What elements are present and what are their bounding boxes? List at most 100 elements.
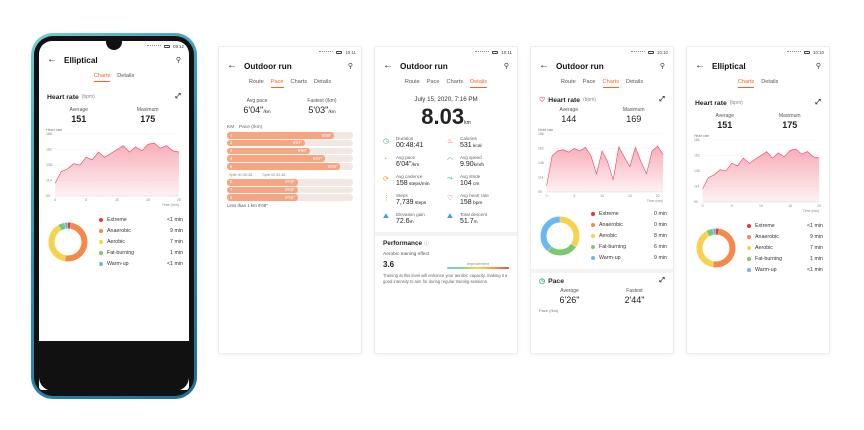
tab-route[interactable]: Route [560, 79, 576, 85]
tab-charts[interactable]: Charts [93, 73, 111, 82]
donut-slice [540, 216, 580, 255]
heart-rate-line [54, 142, 180, 184]
tab-details[interactable]: Details [314, 79, 332, 85]
tab-details[interactable]: Details [626, 79, 644, 85]
pace-axis-label: Pace (/km) [539, 308, 559, 313]
tab-charts[interactable]: Charts [737, 79, 755, 88]
km-pace: 6'09" [321, 132, 332, 138]
share-icon[interactable]: ⚲ [659, 63, 665, 70]
y-tick-label: 90 [694, 200, 698, 204]
zone-value: 9 min [170, 227, 183, 234]
y-tick-label: 90 [46, 194, 50, 198]
zone-color-dot [747, 256, 751, 261]
km-number: 4 [230, 155, 233, 161]
pace-row: 2 5'57" [227, 139, 353, 147]
share-icon[interactable]: ⚲ [815, 63, 821, 70]
zone-name: Aerobic [107, 238, 125, 245]
tab-pace[interactable]: Pace [426, 79, 440, 85]
calories-icon: ♨ [447, 138, 454, 145]
zone-color-dot [99, 261, 103, 266]
improvement-label: Improvement [466, 262, 490, 266]
heart-rate-area [546, 146, 664, 192]
heart-rate-icon: ♡ [447, 195, 454, 202]
detail-unit: kcal [471, 144, 482, 149]
training-effect-gradient [447, 267, 509, 269]
expand-icon[interactable]: ⤢ [815, 99, 821, 106]
phone-device: 09:12 ← Elliptical ⚲ Charts Details Hear… [31, 33, 197, 399]
x-tick-label: 5 [731, 204, 733, 208]
detail-item: ♡ Avg heart rate 158 bpm [447, 193, 511, 206]
phone-chin [39, 341, 189, 391]
zone-value: <1 min [806, 222, 823, 229]
page-title: Elliptical [64, 55, 98, 65]
battery-icon [648, 50, 654, 54]
detail-label: Avg cadence [396, 174, 423, 179]
page-title: Elliptical [712, 61, 746, 71]
y-tick-label: 162 [538, 147, 544, 151]
zone-row: Anaerobic 0 min [591, 219, 667, 230]
status-time: 09:12 [173, 43, 184, 49]
maximum-value: 169 [626, 114, 642, 124]
tab-details[interactable]: Details [761, 79, 779, 85]
tab-charts[interactable]: Charts [290, 79, 308, 85]
pace-bar: 2 5'57" [227, 139, 306, 147]
tab-details[interactable]: Details [470, 79, 488, 88]
average-value: 144 [561, 114, 577, 124]
detail-item: ◠ Avg speed 9.90km/h [447, 155, 511, 168]
maximum-value: 175 [782, 120, 798, 130]
zone-list: Extreme <1 min Anaerobic 9 min Aerobic 7 min F… [99, 214, 183, 269]
zone-donut-chart [48, 222, 88, 261]
signal-icon [319, 50, 334, 54]
heart-rate-section-title: ♡ Heart rate (bpm) ⤢ [531, 90, 673, 104]
share-icon[interactable]: ⚲ [175, 57, 181, 64]
detail-unit: steps [413, 201, 427, 206]
tab-charts[interactable]: Charts [446, 79, 464, 85]
expand-icon[interactable]: ⤢ [659, 96, 665, 103]
x-tick-label: 5 [573, 194, 575, 198]
back-arrow-icon[interactable]: ← [539, 60, 549, 71]
workout-date: July 15, 2020, 7:16 PM [414, 96, 478, 103]
heart-rate-area [702, 149, 820, 202]
zone-row: Aerobic 8 min [591, 230, 667, 241]
distance: 8.03km [375, 104, 517, 130]
back-arrow-icon[interactable]: ← [383, 60, 393, 71]
camera-notch [106, 41, 122, 50]
expand-icon[interactable]: ⤢ [659, 277, 665, 284]
info-icon[interactable]: ⓘ [423, 241, 429, 247]
pace-average-label: Average [560, 288, 579, 294]
tab-pace[interactable]: Pace [270, 79, 284, 88]
phone-screen: 09:12 ← Elliptical ⚲ Charts Details Hear… [39, 41, 189, 390]
tab-charts[interactable]: Charts [602, 79, 620, 88]
elliptical-screen: 10:10 ← Elliptical ⚲ Charts Details Hear… [687, 47, 829, 353]
zone-name: Warm-up [755, 266, 777, 273]
header: ← Elliptical ⚲ [687, 57, 829, 75]
tab-route[interactable]: Route [248, 79, 264, 85]
share-icon[interactable]: ⚲ [347, 63, 353, 70]
tab-bar: Route Pace Charts Details [531, 75, 673, 90]
zone-row: Aerobic 7 min [99, 236, 183, 247]
tab-route[interactable]: Route [404, 79, 420, 85]
pace-row: 3 5'56" [227, 147, 353, 155]
back-arrow-icon[interactable]: ← [47, 54, 57, 65]
zone-row: Aerobic 7 min [747, 242, 823, 253]
tab-details[interactable]: Details [117, 73, 135, 79]
zone-breakdown: Extreme <1 min Anaerobic 9 min Aerobic 7 min F… [39, 208, 189, 269]
zone-name: Aerobic [755, 244, 773, 251]
zone-row: Warm-up <1 min [747, 264, 823, 275]
battery-icon [492, 50, 499, 54]
average-label: Average [559, 107, 578, 113]
zone-name: Fat-burning [107, 249, 135, 256]
duration-icon: ◷ [383, 138, 390, 145]
tab-pace[interactable]: Pace [582, 79, 596, 85]
zone-row: Extreme 0 min [591, 208, 667, 219]
share-icon[interactable]: ⚲ [503, 63, 509, 70]
back-arrow-icon[interactable]: ← [227, 60, 237, 71]
zone-row: Fat-burning 1 min [99, 247, 183, 258]
page-title: Outdoor run [556, 61, 604, 71]
x-tick-label: 0 [702, 204, 704, 208]
header: ← Outdoor run ⚲ [375, 57, 517, 75]
signal-icon [631, 50, 645, 54]
signal-icon [787, 50, 801, 54]
expand-icon[interactable]: ⤢ [175, 93, 181, 100]
back-arrow-icon[interactable]: ← [695, 60, 705, 71]
